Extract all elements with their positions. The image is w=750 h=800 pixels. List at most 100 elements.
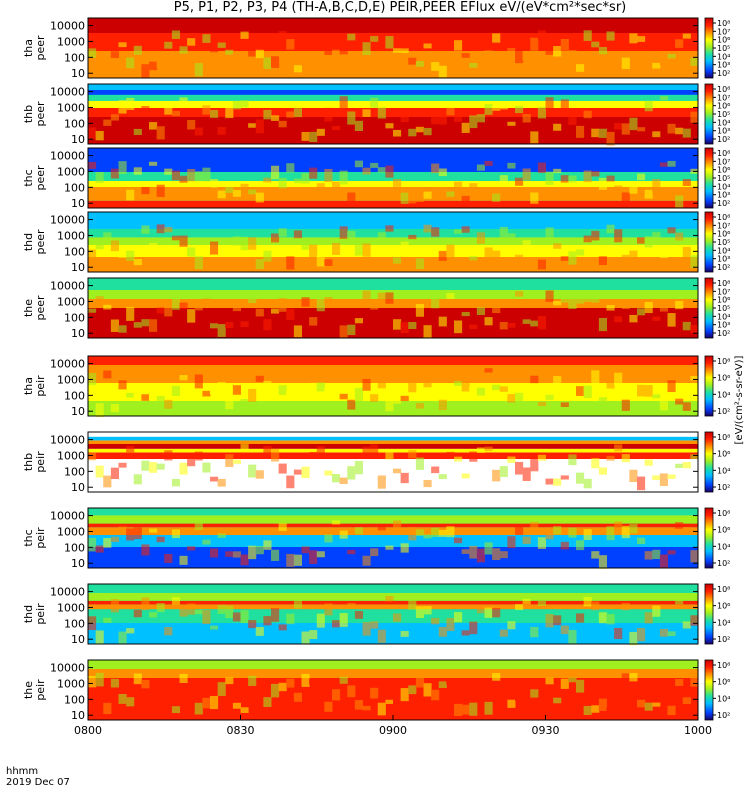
panel-thc-peir: 10000 1000 100 10 thc peir 10⁸ 10⁶ 10⁴ 10² [22, 507, 730, 570]
flux-band [88, 237, 698, 245]
colorbar-tick-label: 10⁴ [717, 466, 730, 475]
colorbar [704, 355, 714, 417]
y-tick-label: 10000 [50, 510, 85, 523]
y-tick-label: 10000 [50, 150, 85, 163]
y-tick-label: 1000 [57, 601, 85, 614]
y-tick-label: 10000 [50, 214, 85, 227]
colorbar [704, 431, 714, 493]
colorbar-tick-label: 10⁶ [717, 296, 730, 305]
flux-texture [88, 520, 699, 569]
flux-band [88, 623, 698, 644]
panel-species-label: peir [34, 527, 47, 549]
flux-band [88, 600, 698, 605]
panel-probe-label: thd [22, 233, 35, 251]
flux-band [88, 212, 698, 229]
flux-band [88, 584, 698, 593]
flux-texture [88, 224, 699, 270]
panel-species-label: peer [34, 229, 47, 255]
flux-texture [88, 672, 699, 717]
colorbar-tick-label: 10² [717, 483, 730, 492]
colorbar-tick-label: 10³ [717, 61, 730, 70]
y-tick-label: 10 [71, 197, 85, 210]
flux-band [88, 69, 698, 78]
flux-band [88, 436, 698, 441]
colorbar-tick-label: 10⁸ [717, 213, 730, 222]
panel-species-label: peir [34, 679, 47, 701]
panel-probe-label: the [22, 299, 35, 317]
y-tick-label: 10 [71, 557, 85, 570]
flux-band [88, 660, 698, 669]
colorbar [704, 147, 714, 209]
y-tick-label: 10 [71, 133, 85, 146]
colorbar-tick-label: 10⁶ [717, 374, 730, 383]
y-tick-label: 10 [71, 709, 85, 722]
colorbar-tick-label: 10⁴ [717, 118, 730, 127]
panel-frame [87, 17, 699, 79]
panel-frame [87, 507, 699, 569]
panel-species-label: peer [34, 35, 47, 61]
y-tick-label: 100 [64, 389, 85, 402]
y-tick-label: 1000 [57, 229, 85, 242]
panel-frame [87, 277, 699, 339]
y-tick-label: 1000 [57, 449, 85, 462]
colorbar-tick-label: 10² [717, 199, 730, 208]
y-tick-label: 10000 [50, 86, 85, 99]
flux-band [88, 604, 698, 610]
colorbar-tick-label: 10⁸ [717, 19, 730, 28]
panel-the-peer: 10000 1000 100 10 the peer 10⁸10⁷10⁶10⁵10⁴10³1… [22, 277, 730, 340]
colorbar-tick-label: 10⁶ [717, 602, 730, 611]
flux-band [88, 108, 698, 117]
colorbar-tick-label: 10⁶ [717, 450, 730, 459]
panel-species-label: peir [34, 451, 47, 473]
flux-band [88, 94, 698, 101]
flux-band [88, 278, 698, 290]
y-tick-label: 10 [71, 67, 85, 80]
colorbar [704, 507, 714, 569]
x-tick-label: 0830 [227, 724, 255, 737]
panel-species-label: peer [34, 295, 47, 321]
y-tick-label: 100 [64, 311, 85, 324]
colorbar-tick-label: 10⁸ [717, 279, 730, 288]
colorbar-tick-label: 10³ [717, 321, 730, 330]
x-tick-label: 0930 [532, 724, 560, 737]
colorbar-tick-label: 10⁶ [717, 36, 730, 45]
colorbar-tick-label: 10² [717, 711, 730, 720]
panel-thb-peer: 10000 1000 100 10 thb peer 10⁸10⁷10⁶10⁵10⁴10³1… [22, 83, 730, 146]
y-tick-label: 10 [71, 481, 85, 494]
panel-frame [87, 83, 699, 145]
colorbar-tick-label: 10² [717, 635, 730, 644]
colorbar-tick-label: 10⁵ [717, 238, 730, 247]
figure-title: P5, P1, P2, P3, P4 (TH-A,B,C,D,E) PEIR,P… [173, 0, 627, 15]
flux-texture [88, 96, 699, 146]
y-tick-label: 1000 [57, 295, 85, 308]
colorbar-tick-label: 10⁶ [717, 678, 730, 687]
panel-species-label: peir [34, 603, 47, 625]
panel-probe-label: thc [22, 529, 35, 546]
y-tick-label: 1000 [57, 677, 85, 690]
colorbar-tick-label: 10⁷ [717, 287, 730, 296]
y-tick-label: 1000 [57, 35, 85, 48]
flux-texture [88, 368, 699, 418]
y-tick-label: 10 [71, 633, 85, 646]
x-tick-label: 0900 [379, 724, 407, 737]
colorbar [704, 277, 714, 339]
colorbar-tick-label: 10⁸ [717, 661, 730, 670]
flux-band [88, 100, 698, 108]
y-tick-label: 10000 [50, 280, 85, 293]
colorbar-tick-label: 10⁷ [717, 221, 730, 230]
flux-band [88, 228, 698, 238]
colorbar-tick-label: 10⁸ [717, 149, 730, 158]
y-tick-label: 1000 [57, 525, 85, 538]
colorbar-tick-label: 10⁷ [717, 157, 730, 166]
panel-thb-peir: 10000 1000 100 10 thb peir 10⁸ 10⁶ 10⁴ 10² [22, 431, 730, 494]
panel-probe-label: thb [22, 453, 35, 471]
flux-band [88, 444, 698, 449]
panel-tha-peir: 10000 1000 100 10 tha peir 10⁸ 10⁶ 10⁴ 10² [22, 355, 730, 418]
flux-texture [88, 160, 699, 208]
flux-band [88, 448, 698, 453]
y-tick-label: 100 [64, 617, 85, 630]
y-tick-label: 1000 [57, 101, 85, 114]
y-tick-label: 10 [71, 405, 85, 418]
panel-probe-label: thc [22, 169, 35, 186]
colorbar-tick-label: 10⁴ [717, 312, 730, 321]
